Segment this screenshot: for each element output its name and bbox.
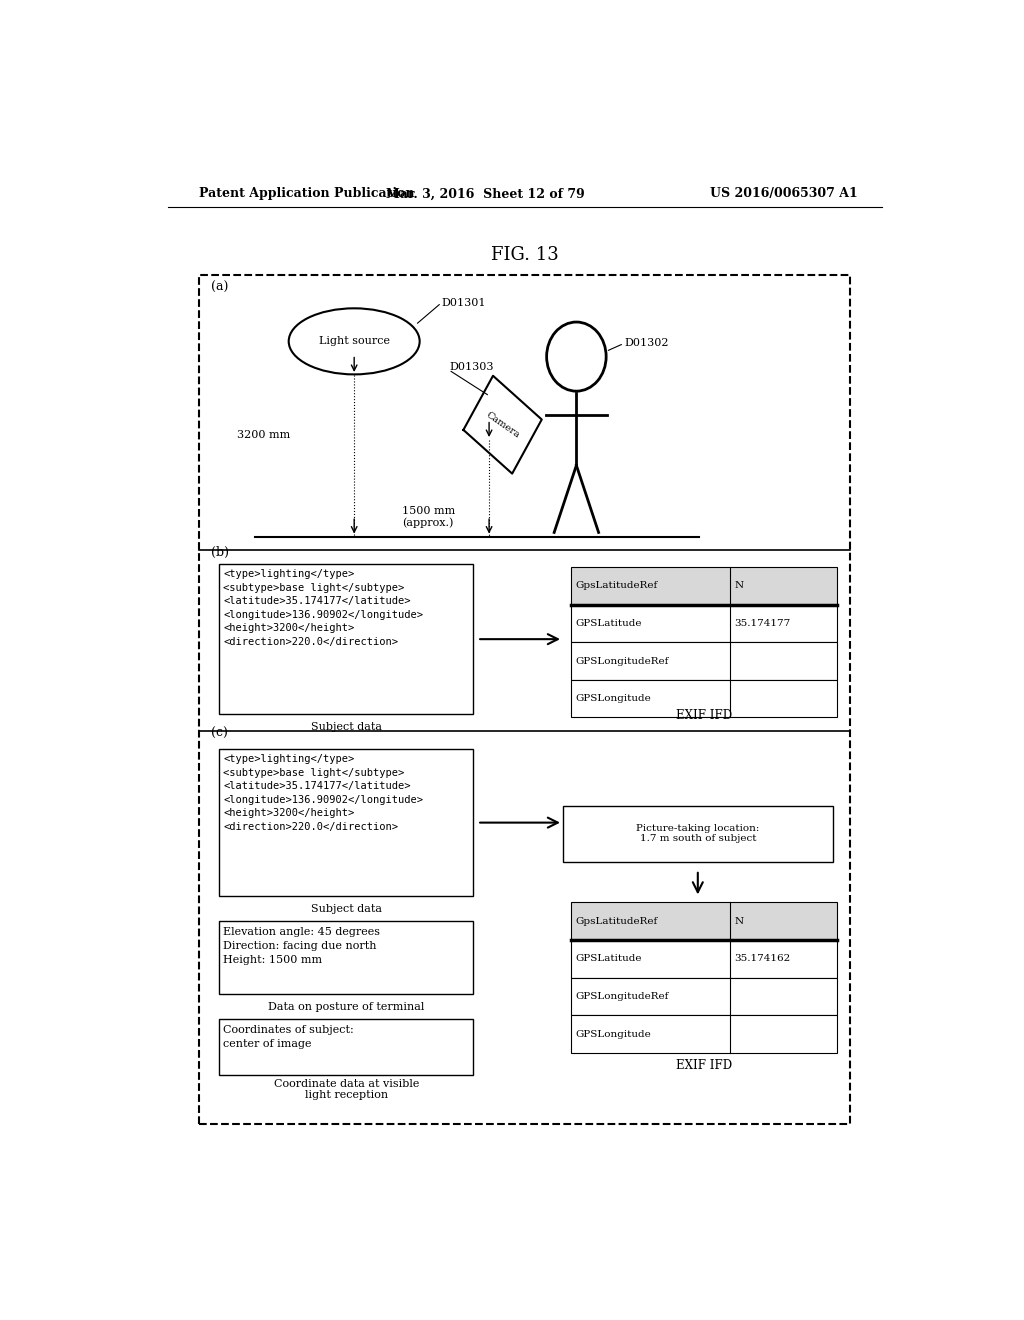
Text: Coordinate data at visible
light reception: Coordinate data at visible light recepti… bbox=[273, 1078, 419, 1101]
FancyBboxPatch shape bbox=[570, 903, 837, 940]
Text: GPSLatitude: GPSLatitude bbox=[575, 954, 642, 964]
FancyBboxPatch shape bbox=[219, 564, 473, 714]
Text: Subject data: Subject data bbox=[310, 722, 382, 731]
FancyBboxPatch shape bbox=[563, 805, 833, 862]
FancyBboxPatch shape bbox=[570, 643, 837, 680]
Text: Subject data: Subject data bbox=[310, 903, 382, 913]
Text: (c): (c) bbox=[211, 727, 228, 741]
Text: Elevation angle: 45 degrees
Direction: facing due north
Height: 1500 mm: Elevation angle: 45 degrees Direction: f… bbox=[223, 927, 380, 965]
Text: US 2016/0065307 A1: US 2016/0065307 A1 bbox=[711, 187, 858, 201]
Text: EXIF IFD: EXIF IFD bbox=[676, 709, 732, 722]
Text: GPSLongitude: GPSLongitude bbox=[575, 694, 651, 704]
FancyBboxPatch shape bbox=[219, 748, 473, 896]
Text: 1500 mm
(approx.): 1500 mm (approx.) bbox=[401, 506, 455, 528]
FancyBboxPatch shape bbox=[219, 921, 473, 994]
FancyBboxPatch shape bbox=[570, 978, 837, 1015]
Text: (b): (b) bbox=[211, 546, 229, 560]
Text: D01302: D01302 bbox=[624, 338, 669, 348]
Text: GPSLongitudeRef: GPSLongitudeRef bbox=[575, 656, 669, 665]
Text: GPSLongitude: GPSLongitude bbox=[575, 1030, 651, 1039]
FancyBboxPatch shape bbox=[570, 605, 837, 643]
Text: Picture-taking location:
1.7 m south of subject: Picture-taking location: 1.7 m south of … bbox=[636, 824, 760, 843]
Text: 3200 mm: 3200 mm bbox=[238, 430, 291, 440]
Text: N: N bbox=[734, 581, 743, 590]
Text: (a): (a) bbox=[211, 281, 228, 294]
Text: D01303: D01303 bbox=[450, 362, 494, 372]
Text: <type>lighting</type>
<subtype>base light</subtype>
<latitude>35.174177</latitud: <type>lighting</type> <subtype>base ligh… bbox=[223, 569, 423, 647]
FancyBboxPatch shape bbox=[219, 1019, 473, 1076]
Text: EXIF IFD: EXIF IFD bbox=[676, 1059, 732, 1072]
Ellipse shape bbox=[547, 322, 606, 391]
Text: GPSLatitude: GPSLatitude bbox=[575, 619, 642, 628]
Text: Coordinates of subject:
center of image: Coordinates of subject: center of image bbox=[223, 1026, 354, 1049]
Text: Mar. 3, 2016  Sheet 12 of 79: Mar. 3, 2016 Sheet 12 of 79 bbox=[386, 187, 585, 201]
Text: Camera: Camera bbox=[484, 411, 521, 440]
FancyBboxPatch shape bbox=[570, 568, 837, 605]
Text: 35.174177: 35.174177 bbox=[734, 619, 791, 628]
Text: GpsLatitudeRef: GpsLatitudeRef bbox=[575, 916, 657, 925]
Text: Patent Application Publication: Patent Application Publication bbox=[200, 187, 415, 201]
Text: D01301: D01301 bbox=[441, 298, 486, 308]
Text: N: N bbox=[734, 916, 743, 925]
Text: FIG. 13: FIG. 13 bbox=[490, 246, 559, 264]
FancyBboxPatch shape bbox=[570, 940, 837, 978]
Text: GpsLatitudeRef: GpsLatitudeRef bbox=[575, 581, 657, 590]
FancyBboxPatch shape bbox=[570, 680, 837, 718]
FancyBboxPatch shape bbox=[570, 1015, 837, 1053]
Text: Data on posture of terminal: Data on posture of terminal bbox=[268, 1002, 424, 1012]
Text: 35.174162: 35.174162 bbox=[734, 954, 791, 964]
Ellipse shape bbox=[289, 309, 420, 375]
Text: <type>lighting</type>
<subtype>base light</subtype>
<latitude>35.174177</latitud: <type>lighting</type> <subtype>base ligh… bbox=[223, 754, 423, 832]
Text: Light source: Light source bbox=[318, 337, 390, 346]
Text: GPSLongitudeRef: GPSLongitudeRef bbox=[575, 991, 669, 1001]
